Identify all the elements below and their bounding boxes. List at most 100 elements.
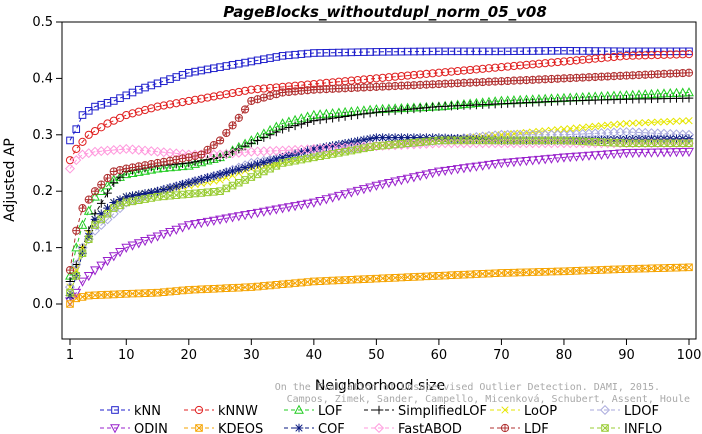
data-point-odin xyxy=(327,193,338,203)
data-point-inflo xyxy=(147,194,156,202)
data-point-knnw xyxy=(472,65,481,74)
data-point-simplifiedlof xyxy=(684,93,694,103)
data-point-loop xyxy=(216,176,224,184)
x-tick-label: 1 xyxy=(66,348,74,363)
data-point-ldf xyxy=(203,145,212,154)
data-point-odin xyxy=(152,232,163,242)
legend-label: LDOF xyxy=(624,404,659,419)
data-point-odin xyxy=(677,148,688,158)
data-point-inflo xyxy=(228,181,237,190)
data-point-inflo xyxy=(360,144,368,153)
data-point-odin xyxy=(71,288,82,299)
data-point-odin xyxy=(365,183,376,193)
data-point-inflo xyxy=(241,176,249,184)
data-point-knnw xyxy=(422,69,431,78)
data-point-kdeos xyxy=(153,288,162,297)
data-point-ldf xyxy=(190,151,200,161)
data-point-odin xyxy=(246,209,257,220)
data-point-ldf xyxy=(90,187,100,196)
legend-label: ODIN xyxy=(134,422,168,434)
data-point-ldf xyxy=(97,180,106,189)
legend-swatch-marker xyxy=(501,406,509,414)
data-point-inflo xyxy=(410,138,418,147)
x-tick-label: 10 xyxy=(118,348,135,363)
data-point-odin xyxy=(308,198,319,208)
data-point-odin xyxy=(271,205,282,215)
data-point-kdeos xyxy=(272,281,281,289)
data-point-cof xyxy=(422,133,431,142)
data-point-odin xyxy=(458,164,469,174)
data-point-odin xyxy=(127,241,138,251)
x-tick-label: 80 xyxy=(556,348,573,363)
data-point-ldof xyxy=(71,259,82,270)
data-point-knn xyxy=(153,79,162,88)
data-point-knnw xyxy=(503,62,512,71)
data-point-knnw xyxy=(234,87,243,97)
data-point-cof xyxy=(228,166,237,176)
data-point-knnw xyxy=(634,51,644,60)
data-point-knnw xyxy=(265,83,275,93)
data-point-loop xyxy=(554,126,562,134)
x-tick-label: 50 xyxy=(368,348,385,363)
data-point-lof xyxy=(171,161,182,171)
data-point-inflo xyxy=(109,204,118,212)
y-tick-label: 0.2 xyxy=(32,184,53,199)
data-point-knnw xyxy=(541,59,550,68)
data-point-odin xyxy=(602,150,613,160)
data-point-inflo xyxy=(197,189,206,197)
data-point-cof xyxy=(372,133,381,142)
data-point-knnw xyxy=(616,52,625,61)
axis-ticks: 1 10 20 30 40 50 60 70 80 90 100 0.0 0.1 0.2 0.3 0.4 0.5 xyxy=(32,15,701,363)
data-point-ldf xyxy=(240,105,250,114)
data-point-knnw xyxy=(190,95,200,104)
data-point-odin xyxy=(321,195,332,205)
data-point-inflo xyxy=(685,139,693,148)
x-tick-label: 90 xyxy=(618,348,635,363)
data-point-knnw xyxy=(522,60,531,69)
data-point-lof xyxy=(96,185,107,195)
data-point-kdeos xyxy=(660,264,668,272)
data-point-inflo xyxy=(291,156,299,165)
legend-swatch-marker xyxy=(599,404,611,416)
data-point-knnw xyxy=(72,144,81,153)
data-point-ldf xyxy=(128,163,137,172)
data-point-inflo xyxy=(403,139,412,148)
data-point-cof xyxy=(253,159,262,169)
data-point-cof xyxy=(96,209,106,219)
data-point-ldf xyxy=(103,173,112,183)
y-tick-label: 0.3 xyxy=(32,128,53,143)
data-point-knnw xyxy=(209,92,218,101)
data-point-odin xyxy=(521,156,532,167)
data-point-odin xyxy=(196,218,207,229)
data-point-cof xyxy=(140,189,150,198)
data-point-kdeos xyxy=(66,300,74,308)
data-point-inflo xyxy=(341,147,349,156)
legend-swatch-marker xyxy=(111,406,119,414)
legend-item-odin: ODIN xyxy=(100,422,168,434)
data-point-knn xyxy=(109,97,118,105)
data-point-simplifiedlof xyxy=(109,178,119,188)
data-point-cof xyxy=(178,180,187,189)
data-point-odin xyxy=(227,213,238,223)
data-point-knnw xyxy=(397,72,406,81)
data-point-loop xyxy=(616,120,624,128)
data-point-cof xyxy=(265,156,275,166)
data-point-odin xyxy=(115,248,125,258)
data-point-knnw xyxy=(203,93,212,102)
data-point-ldf xyxy=(72,226,81,235)
data-point-knnw xyxy=(240,86,250,95)
data-point-knnw xyxy=(153,102,162,111)
data-point-inflo xyxy=(216,187,224,195)
data-point-odin xyxy=(627,148,638,159)
data-point-kdeos xyxy=(303,278,312,286)
data-point-fastabod xyxy=(83,148,94,159)
series-line-kdeos xyxy=(69,266,690,305)
series-markers-kdeos xyxy=(66,263,693,308)
data-point-cof xyxy=(590,135,600,145)
data-point-lof xyxy=(77,219,88,229)
data-point-odin xyxy=(383,178,394,189)
data-point-odin xyxy=(346,188,357,198)
data-point-odin xyxy=(208,216,219,226)
data-point-simplifiedlof xyxy=(284,123,294,132)
data-point-odin xyxy=(584,151,594,161)
